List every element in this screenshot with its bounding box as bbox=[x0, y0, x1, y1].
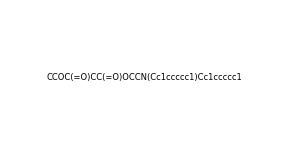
Text: CCOC(=O)CC(=O)OCCN(Cc1ccccc1)Cc1ccccc1: CCOC(=O)CC(=O)OCCN(Cc1ccccc1)Cc1ccccc1 bbox=[47, 73, 243, 82]
